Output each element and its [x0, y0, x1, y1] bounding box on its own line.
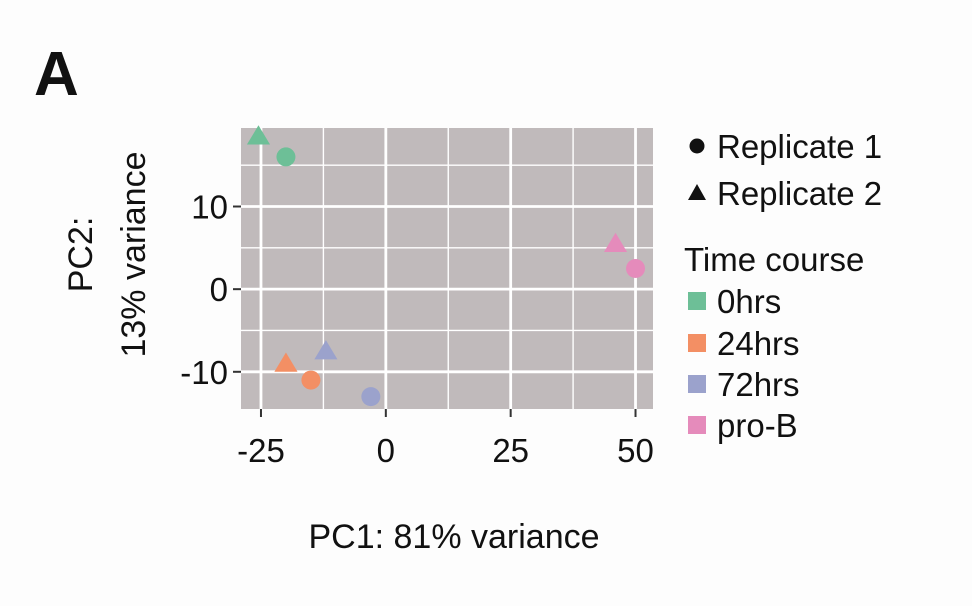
x-axis-title: PC1: 81% variance	[308, 518, 599, 556]
legend-title: Time course	[684, 241, 864, 278]
y-axis-title: PC2: 13% variance	[62, 151, 153, 357]
data-point-triangle	[603, 232, 628, 252]
y-tick-label: 0	[210, 271, 228, 308]
y-axis-title-line: 13% variance	[115, 151, 153, 357]
x-tick-label: 25	[492, 432, 529, 469]
legend-label: pro-B	[717, 407, 798, 444]
legend-label: Replicate 1	[717, 128, 882, 165]
data-point-circle	[276, 147, 296, 167]
axes: -25 0 25 50 -10 0 10	[180, 189, 654, 469]
data-point-circle	[361, 387, 381, 407]
y-axis-title-line: PC2:	[62, 217, 100, 293]
y-tick-label: 10	[191, 189, 228, 226]
legend-label: 0hrs	[717, 283, 781, 320]
y-tick-label: -10	[180, 354, 228, 391]
data-point-circle	[626, 259, 646, 278]
legend: Replicate 1 Replicate 2 Time course 0hrs 24h…	[684, 128, 882, 444]
data-points	[246, 125, 646, 407]
x-tick-label: 50	[617, 432, 654, 469]
legend-triangle-icon	[688, 184, 706, 200]
legend-label: 72hrs	[717, 366, 800, 403]
legend-label: Replicate 2	[717, 175, 882, 212]
legend-color-swatch	[688, 334, 706, 352]
data-point-triangle	[314, 340, 338, 360]
legend-color-swatch	[688, 292, 706, 310]
data-point-triangle	[246, 125, 271, 145]
legend-circle-icon	[689, 138, 705, 154]
plot-background	[241, 128, 653, 409]
legend-color-swatch	[688, 416, 706, 434]
panel-label: A	[34, 40, 79, 109]
data-point-triangle	[274, 352, 298, 372]
x-tick-label: 0	[377, 432, 395, 469]
legend-label: 24hrs	[717, 325, 800, 362]
legend-color-swatch	[688, 375, 706, 393]
x-tick-label: -25	[237, 432, 285, 469]
data-point-circle	[301, 370, 321, 390]
